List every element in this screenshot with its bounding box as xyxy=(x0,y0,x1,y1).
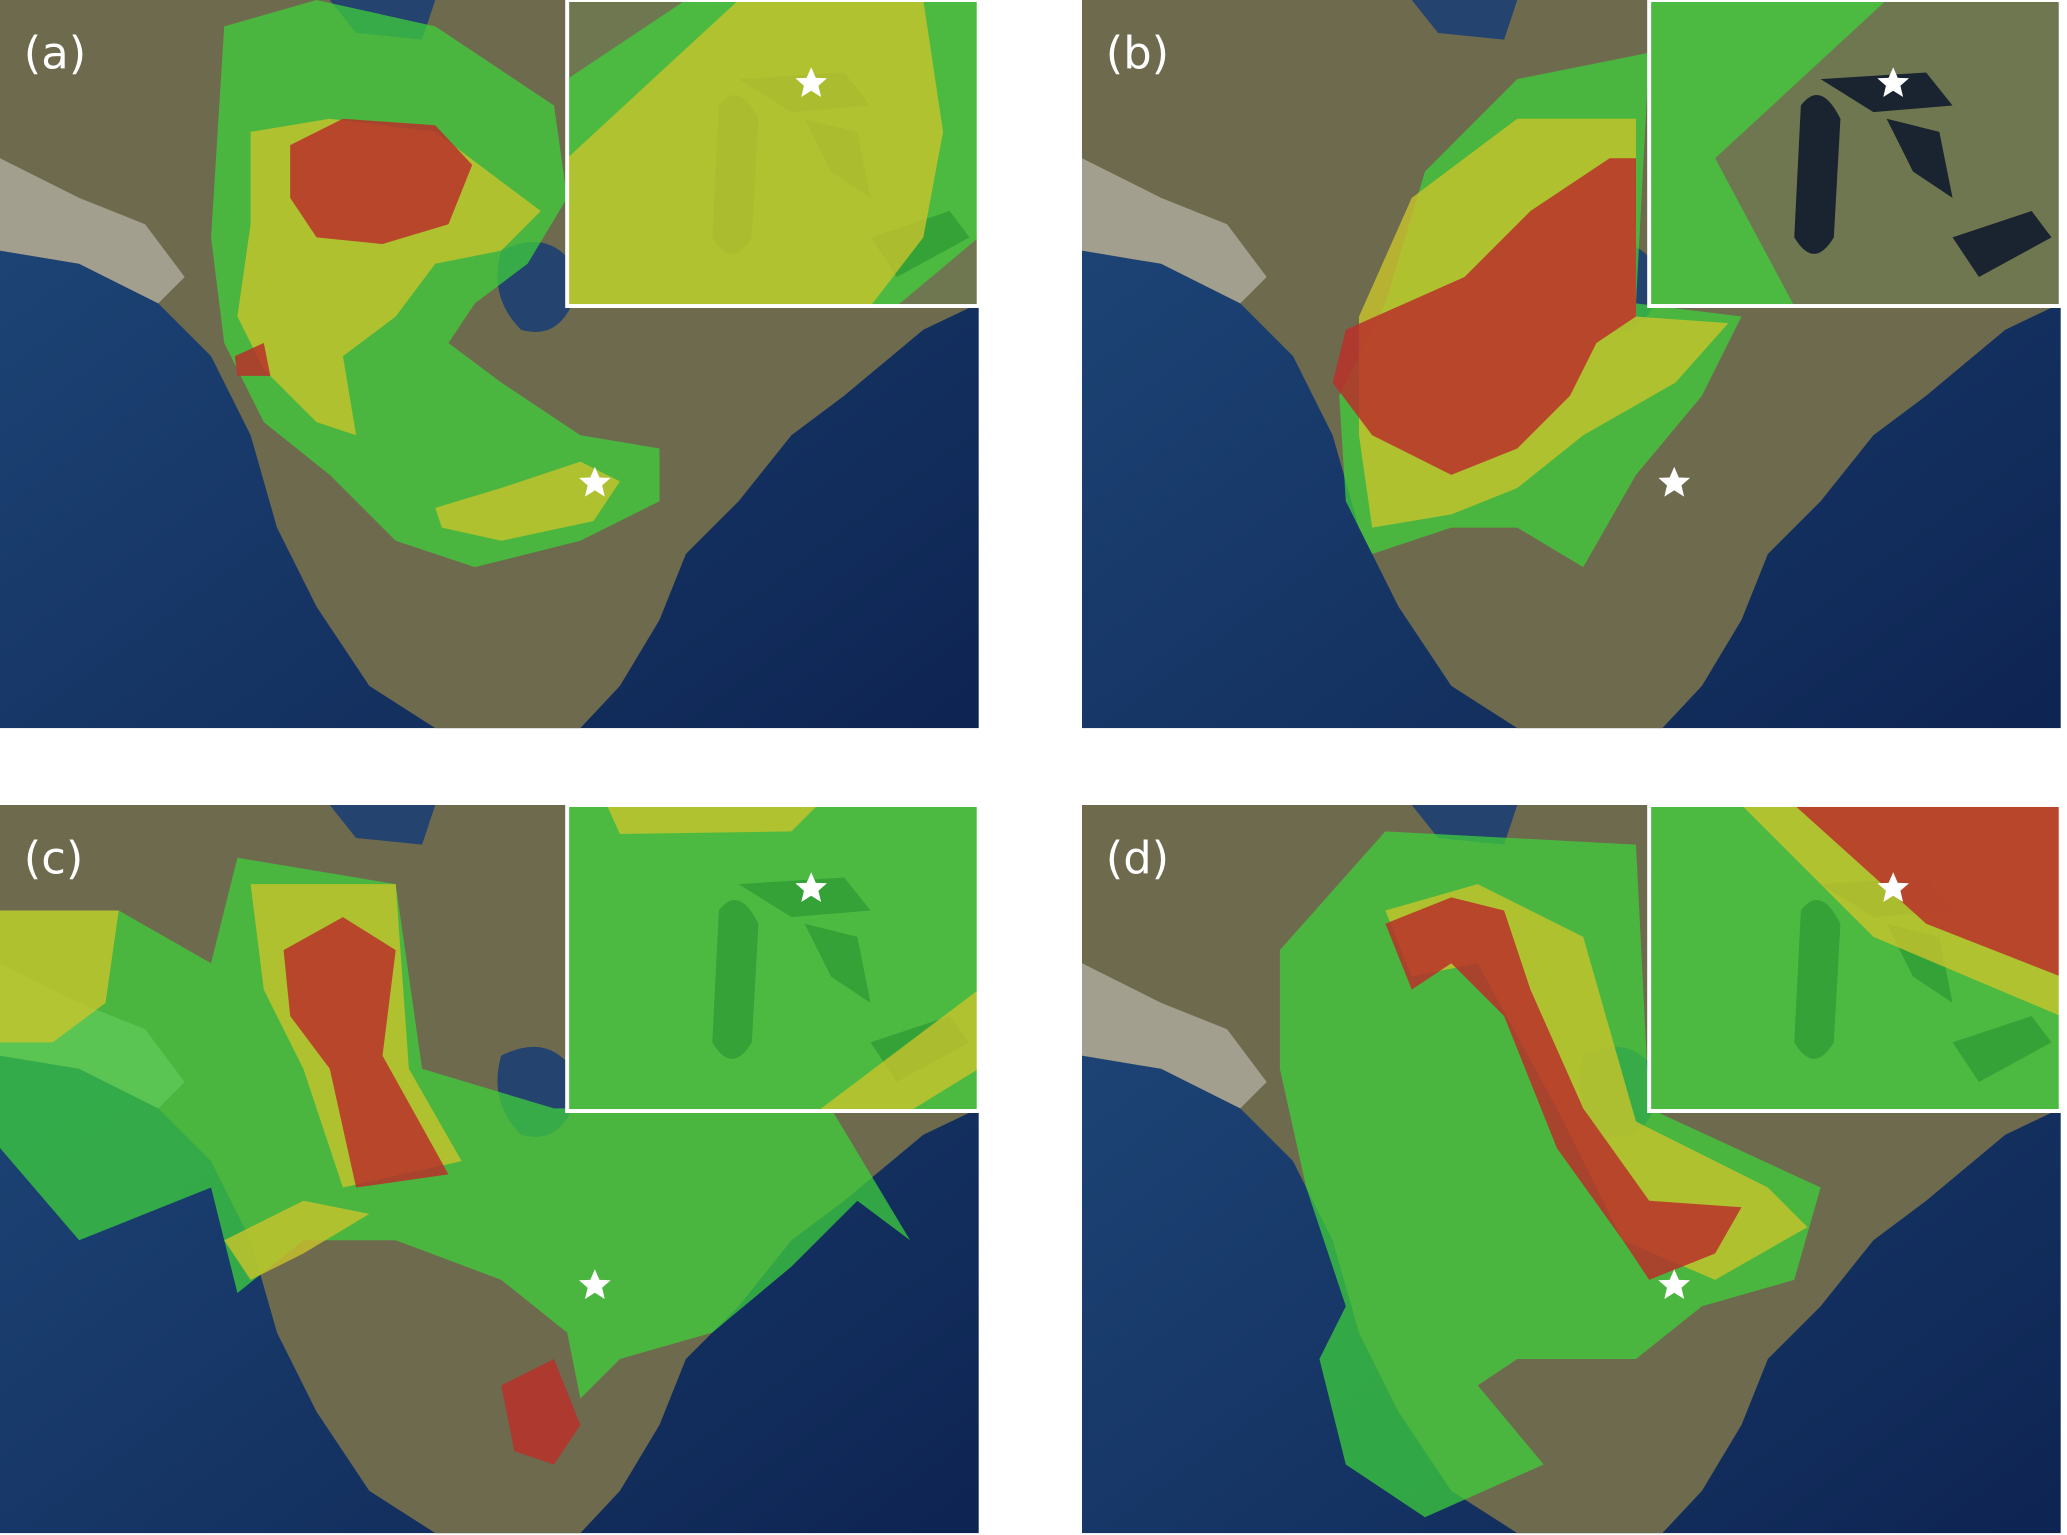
panel-c: (c) xyxy=(0,803,981,1534)
panel-a: (a) xyxy=(0,0,981,729)
panel-label: (d) xyxy=(1106,832,1169,885)
panel-label: (a) xyxy=(24,27,86,80)
panel-label: (b) xyxy=(1106,27,1169,80)
panel-d: (d) xyxy=(1082,803,2063,1534)
panel-label: (c) xyxy=(24,832,84,885)
panel-b: (b) xyxy=(1082,0,2063,729)
